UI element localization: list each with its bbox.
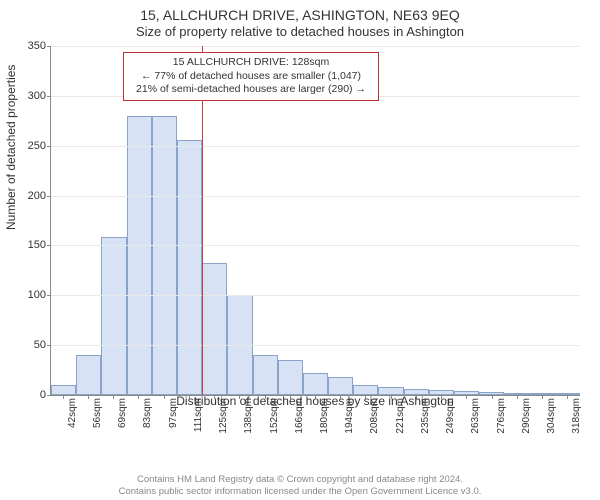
gridline (51, 345, 580, 346)
ytick-label: 200 (16, 190, 46, 202)
histogram-bar (253, 355, 278, 395)
histogram-bar (303, 373, 328, 395)
histogram-bar (152, 116, 177, 395)
histogram-bar (101, 237, 126, 395)
ytick-label: 50 (16, 339, 46, 351)
ytick-label: 0 (16, 389, 46, 401)
ytick-mark (47, 46, 51, 47)
x-axis-label: Distribution of detached houses by size … (50, 394, 580, 408)
ytick-label: 150 (16, 239, 46, 251)
gridline (51, 146, 580, 147)
gridline (51, 196, 580, 197)
ytick-label: 350 (16, 40, 46, 52)
ytick-label: 100 (16, 289, 46, 301)
title-block: 15, ALLCHURCH DRIVE, ASHINGTON, NE63 9EQ… (0, 0, 600, 41)
ytick-mark (47, 96, 51, 97)
gridline (51, 295, 580, 296)
plot-area: 15 ALLCHURCH DRIVE: 128sqm ← 77% of deta… (50, 46, 580, 396)
histogram-bar (127, 116, 152, 395)
histogram-bar (76, 355, 101, 395)
gridline (51, 46, 580, 47)
ytick-mark (47, 295, 51, 296)
footer-attribution: Contains HM Land Registry data © Crown c… (0, 474, 600, 498)
annotation-line3: 21% of semi-detached houses are larger (… (130, 83, 372, 97)
histogram-bar (202, 263, 227, 395)
address-title: 15, ALLCHURCH DRIVE, ASHINGTON, NE63 9EQ (0, 6, 600, 24)
annotation-line2: ← 77% of detached houses are smaller (1,… (130, 70, 372, 84)
annotation-line1: 15 ALLCHURCH DRIVE: 128sqm (130, 56, 372, 70)
ytick-label: 250 (16, 140, 46, 152)
ytick-mark (47, 245, 51, 246)
histogram-bar (328, 377, 353, 395)
ytick-label: 300 (16, 90, 46, 102)
gridline (51, 245, 580, 246)
ytick-mark (47, 196, 51, 197)
subtitle: Size of property relative to detached ho… (0, 24, 600, 41)
histogram-bar (177, 140, 202, 395)
footer-line1: Contains HM Land Registry data © Crown c… (0, 474, 600, 486)
histogram-bar (278, 360, 303, 395)
chart-area: 15 ALLCHURCH DRIVE: 128sqm ← 77% of deta… (50, 46, 580, 436)
ytick-mark (47, 345, 51, 346)
ytick-mark (47, 146, 51, 147)
footer-line2: Contains public sector information licen… (0, 486, 600, 498)
annotation-box: 15 ALLCHURCH DRIVE: 128sqm ← 77% of deta… (123, 52, 379, 101)
